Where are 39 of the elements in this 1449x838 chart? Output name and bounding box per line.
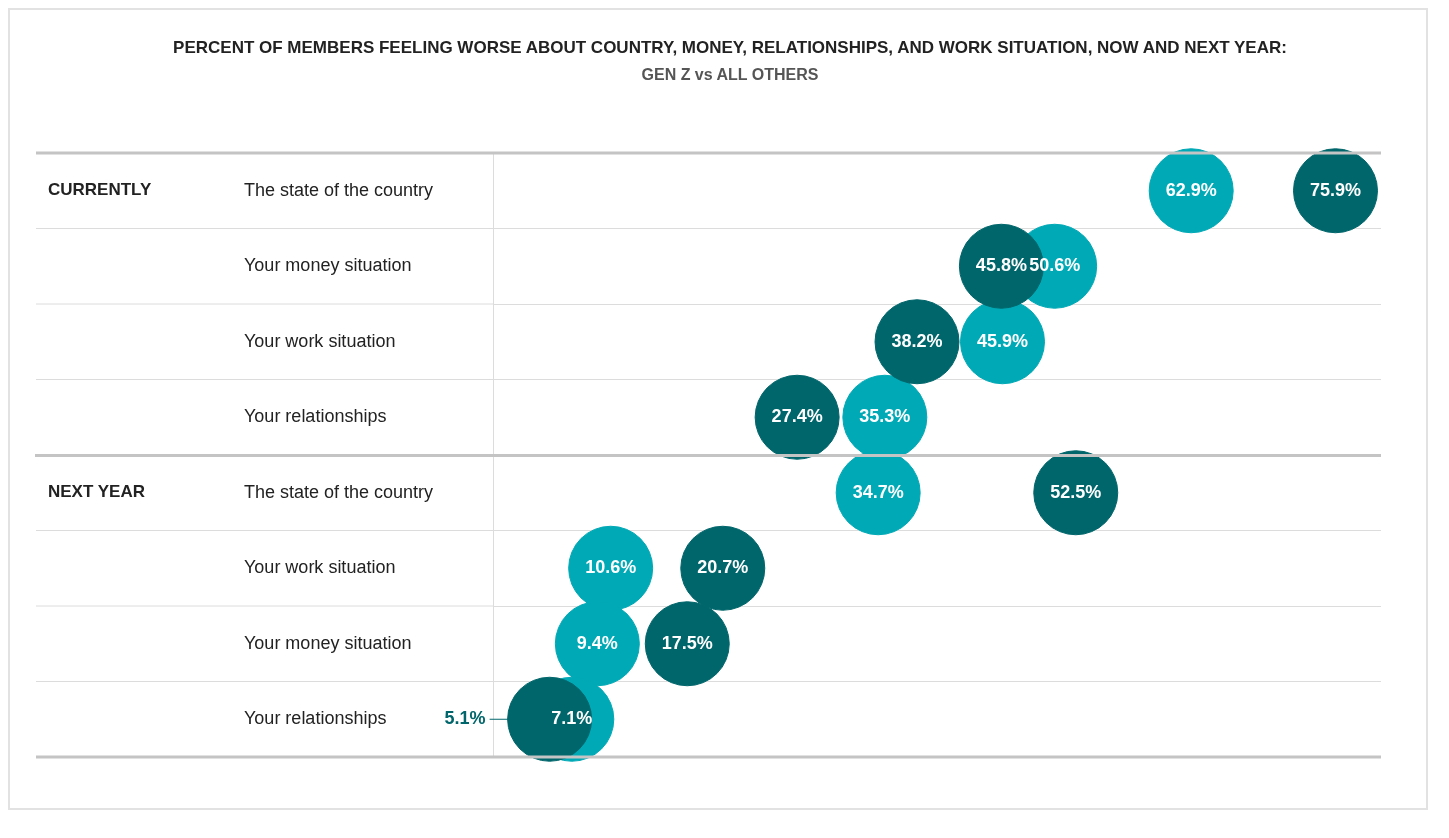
- point: [644, 601, 730, 687]
- data-label: 20.7%: [697, 557, 749, 578]
- point: [568, 525, 654, 611]
- point: [1148, 148, 1234, 234]
- data-label: 17.5%: [661, 632, 713, 653]
- point: [1292, 148, 1378, 234]
- point: [554, 601, 640, 687]
- data-label: 50.6%: [1029, 255, 1081, 276]
- y-tick-label: Your work situation: [244, 557, 396, 578]
- point: [874, 299, 960, 385]
- data-label: 62.9%: [1165, 179, 1217, 200]
- data-label: 34.7%: [852, 481, 904, 502]
- data-label: 7.1%: [551, 708, 593, 729]
- y-tick-label: The state of the country: [244, 179, 434, 200]
- data-label: 5.1%: [444, 708, 486, 729]
- point: [835, 450, 921, 536]
- chart-subtitle: GEN Z vs ALL OTHERS: [640, 66, 820, 84]
- text: NEXT YEAR: [48, 482, 145, 502]
- y-tick-label: Your money situation: [244, 255, 412, 276]
- data-label: 45.9%: [976, 330, 1029, 351]
- y-tick-label: The state of the country: [244, 481, 434, 502]
- data-label: 9.4%: [576, 632, 618, 653]
- y-tick-label: Your money situation: [244, 632, 412, 653]
- point: [507, 676, 593, 762]
- point: [680, 525, 766, 611]
- data-label: 35.3%: [859, 406, 911, 427]
- y-tick-label: Your work situation: [244, 330, 396, 351]
- data-label: 52.5%: [1050, 481, 1102, 502]
- chart-title: PERCENT OF MEMBERS FEELING WORSE ABOUT COUNTRY, MONEY, RELATIONSHIPS, AND WORK SITUATION, NOW AND NEXT YEAR:: [172, 38, 1288, 58]
- data-label: 45.8%: [975, 255, 1027, 276]
- data-label: 75.9%: [1309, 179, 1362, 200]
- point: [754, 374, 840, 460]
- text: CURRENTLY: [48, 180, 152, 200]
- y-tick-label: Your relationships: [244, 708, 387, 729]
- data-label: 10.6%: [585, 557, 637, 578]
- data-label: 38.2%: [891, 330, 943, 351]
- point: [1033, 450, 1119, 536]
- data-label: 27.4%: [771, 406, 823, 427]
- y-tick-label: Your relationships: [244, 406, 387, 427]
